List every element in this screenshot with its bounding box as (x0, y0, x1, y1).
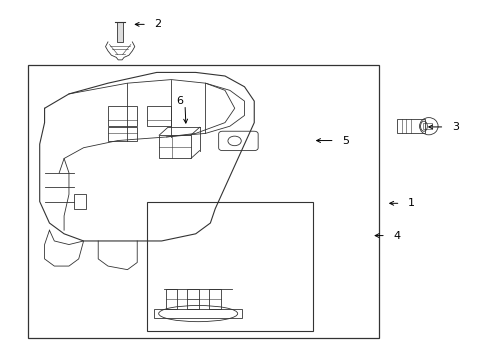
Text: 2: 2 (154, 19, 161, 30)
Bar (159, 135, 190, 158)
Text: 3: 3 (451, 122, 458, 132)
Text: 6: 6 (176, 96, 183, 106)
Bar (154, 309, 242, 318)
Bar (117, 22, 123, 42)
Bar (108, 127, 137, 140)
Bar (165, 289, 177, 309)
Bar (27, 65, 378, 338)
Bar (147, 202, 312, 330)
Bar (147, 107, 171, 126)
Bar (74, 194, 86, 209)
Bar (108, 107, 137, 126)
Bar (187, 289, 199, 309)
Text: 1: 1 (407, 198, 414, 208)
Bar (209, 289, 221, 309)
Text: 5: 5 (341, 136, 348, 145)
Bar (396, 119, 424, 133)
Text: 4: 4 (392, 231, 400, 240)
Bar (422, 123, 431, 129)
